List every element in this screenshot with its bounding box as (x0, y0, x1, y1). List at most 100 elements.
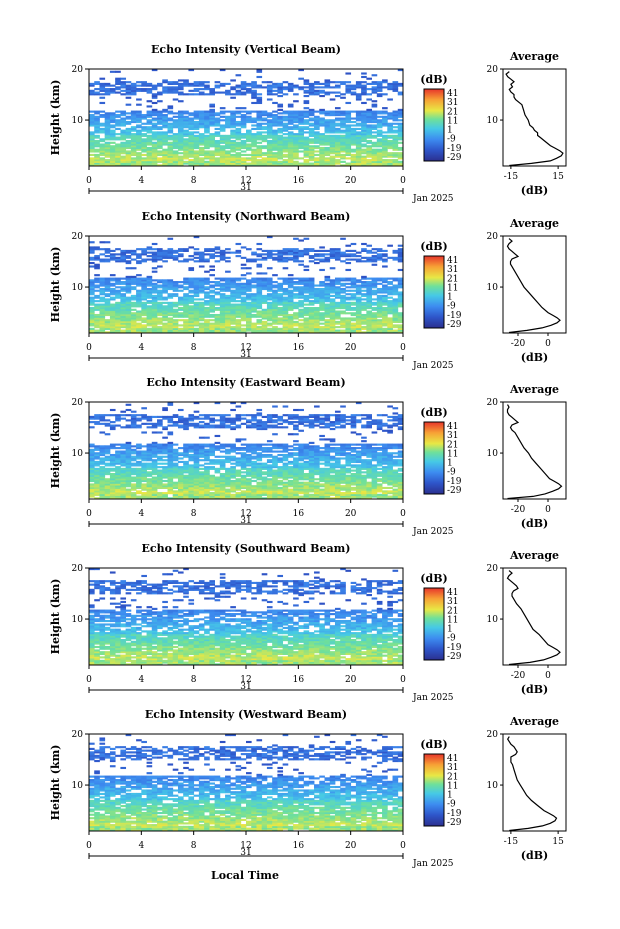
heatmap-cell (94, 300, 100, 303)
heatmap-cell (272, 298, 278, 301)
heatmap-cell (340, 486, 346, 490)
heatmap-cell (256, 319, 263, 322)
heatmap-cell (198, 253, 205, 256)
heatmap-cell (230, 117, 236, 120)
heatmap-cell (162, 79, 168, 82)
heatmap-cell (183, 485, 189, 488)
heatmap-cell (94, 248, 100, 251)
heatmap-cell (151, 164, 158, 167)
heatmap-cell (151, 294, 158, 298)
heatmap-cell (214, 150, 221, 153)
heatmap-cell (397, 279, 404, 282)
heatmap-cell (350, 84, 357, 87)
heatmap-cell (198, 124, 205, 127)
heatmap-cell (387, 112, 393, 115)
heatmap-cell (204, 129, 210, 132)
heatmap-cell (246, 320, 252, 324)
heatmap-cell (303, 249, 310, 252)
heatmap-cell (219, 493, 226, 496)
heatmap-cell (204, 485, 210, 488)
heatmap-cell (115, 329, 121, 332)
heatmap-cell (230, 481, 236, 484)
heatmap-cell (287, 317, 294, 320)
heatmap-cell (214, 251, 221, 254)
heatmap-cell (246, 162, 252, 165)
heatmap-cell (382, 322, 388, 325)
heatmap-cell (256, 481, 263, 484)
heatmap-cell (298, 126, 304, 129)
heatmap-cell (225, 284, 231, 287)
heatmap-cell (104, 249, 111, 252)
heatmap-cell (99, 481, 106, 484)
heatmap-cell (167, 124, 174, 127)
heatmap-cell (120, 497, 127, 500)
heatmap-cell (109, 319, 116, 322)
heatmap-cell (120, 300, 127, 303)
heatmap-cell (235, 478, 242, 481)
heatmap-cell (99, 146, 106, 150)
heatmap-cell (130, 89, 137, 92)
heatmap-cell (209, 155, 215, 158)
heatmap-cell (319, 143, 325, 146)
heatmap-cell (329, 267, 336, 270)
heatmap-cell (287, 157, 294, 160)
heatmap-cell (355, 281, 362, 284)
heatmap-cell (109, 467, 116, 470)
heatmap-cell (340, 300, 346, 303)
heatmap-cell (340, 81, 346, 84)
heatmap-cell (235, 485, 242, 488)
heatmap-cell (104, 117, 111, 120)
heatmap-cell (157, 255, 163, 258)
heatmap-cell (308, 255, 315, 258)
heatmap-cell (157, 117, 163, 120)
heatmap-cell (162, 141, 168, 144)
heatmap-cell (104, 279, 111, 282)
heatmap-cell (355, 289, 362, 292)
heatmap-cell (366, 492, 372, 495)
heatmap-cell (382, 148, 388, 151)
heatmap-cell (89, 319, 95, 322)
heatmap-cell (89, 138, 95, 141)
heatmap-cell (293, 120, 299, 124)
heatmap-cell (340, 145, 346, 148)
heatmap-cell (329, 120, 336, 124)
heatmap-cell (266, 81, 273, 84)
heatmap-cell (334, 253, 341, 256)
heatmap-cell (334, 281, 341, 284)
heatmap-cell (314, 253, 320, 256)
heatmap-cell (282, 497, 289, 500)
heatmap-cell (277, 141, 284, 144)
heatmap-cell (256, 492, 263, 495)
heatmap-cell (251, 488, 257, 491)
heatmap-cell (350, 131, 357, 134)
heatmap-cell (308, 155, 315, 158)
heatmap-cell (287, 103, 294, 106)
heatmap-cell (334, 119, 341, 122)
heatmap-cell (366, 307, 372, 310)
heatmap-cell (282, 86, 289, 89)
heatmap-cell (162, 253, 168, 256)
heatmap-cell (298, 324, 304, 327)
heatmap-cell (272, 291, 278, 294)
heatmap-cell (324, 329, 331, 332)
heatmap-cell (219, 82, 226, 85)
heatmap-cell (115, 119, 121, 122)
heatmap-cell (89, 301, 95, 304)
heatmap-cell (99, 497, 106, 500)
heatmap-cell (157, 131, 163, 134)
heatmap-cell (172, 133, 179, 136)
heatmap-cell (172, 122, 179, 125)
heatmap-cell (94, 258, 100, 261)
heatmap-cell (209, 274, 215, 277)
heatmap-cell (214, 160, 221, 163)
heatmap-cell (366, 160, 372, 163)
heatmap-cell (99, 86, 106, 89)
heatmap-cell (251, 127, 257, 131)
heatmap-cell (350, 331, 357, 334)
heatmap-cell (193, 493, 200, 496)
heatmap-cell (287, 488, 294, 491)
heatmap-cell (308, 481, 315, 484)
heatmap-cell (136, 256, 142, 259)
heatmap-cell (188, 289, 195, 292)
heatmap-cell (136, 261, 142, 265)
